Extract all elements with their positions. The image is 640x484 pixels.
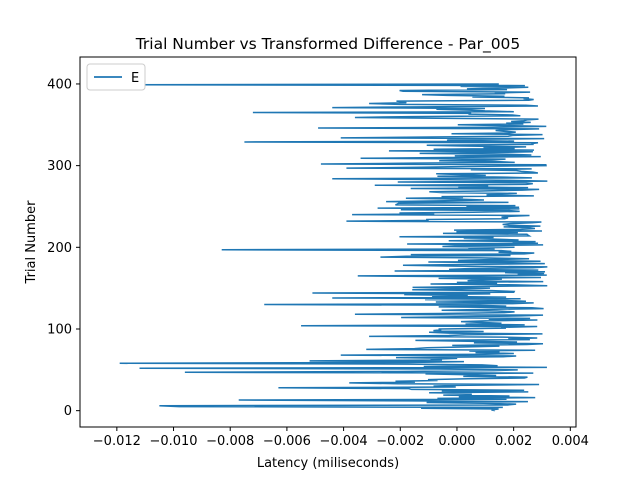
x-tick-label: −0.012	[93, 434, 141, 449]
plot-frame	[79, 56, 577, 428]
y-tick-label: 300	[47, 159, 72, 174]
chart-title: Trial Number vs Transformed Difference -…	[135, 35, 521, 54]
x-tick-label: −0.008	[206, 434, 254, 449]
x-tick-label: −0.006	[263, 434, 311, 449]
y-tick-label: 400	[47, 77, 72, 92]
x-tick-label: −0.002	[376, 434, 424, 449]
x-tick-label: 0.002	[495, 434, 532, 449]
y-axis-label: Trial Number	[24, 200, 39, 285]
x-axis-label: Latency (miliseconds)	[257, 456, 399, 471]
y-tick-label: 0	[64, 404, 72, 419]
legend: E	[86, 63, 146, 91]
y-axis-ticks: 0 100 200 300 400	[47, 77, 80, 419]
legend-label-e: E	[131, 71, 139, 86]
x-tick-label: 0.004	[552, 434, 589, 449]
y-tick-label: 200	[47, 241, 72, 256]
x-tick-label: −0.004	[320, 434, 368, 449]
series-layer	[114, 83, 548, 412]
x-tick-label: −0.010	[149, 434, 197, 449]
x-axis-ticks: −0.012 −0.010 −0.008 −0.006 −0.004 −0.002 0.00…	[93, 427, 589, 449]
y-tick-label: 100	[47, 322, 72, 337]
series-line-e	[114, 83, 548, 412]
x-tick-label: 0.000	[438, 434, 475, 449]
